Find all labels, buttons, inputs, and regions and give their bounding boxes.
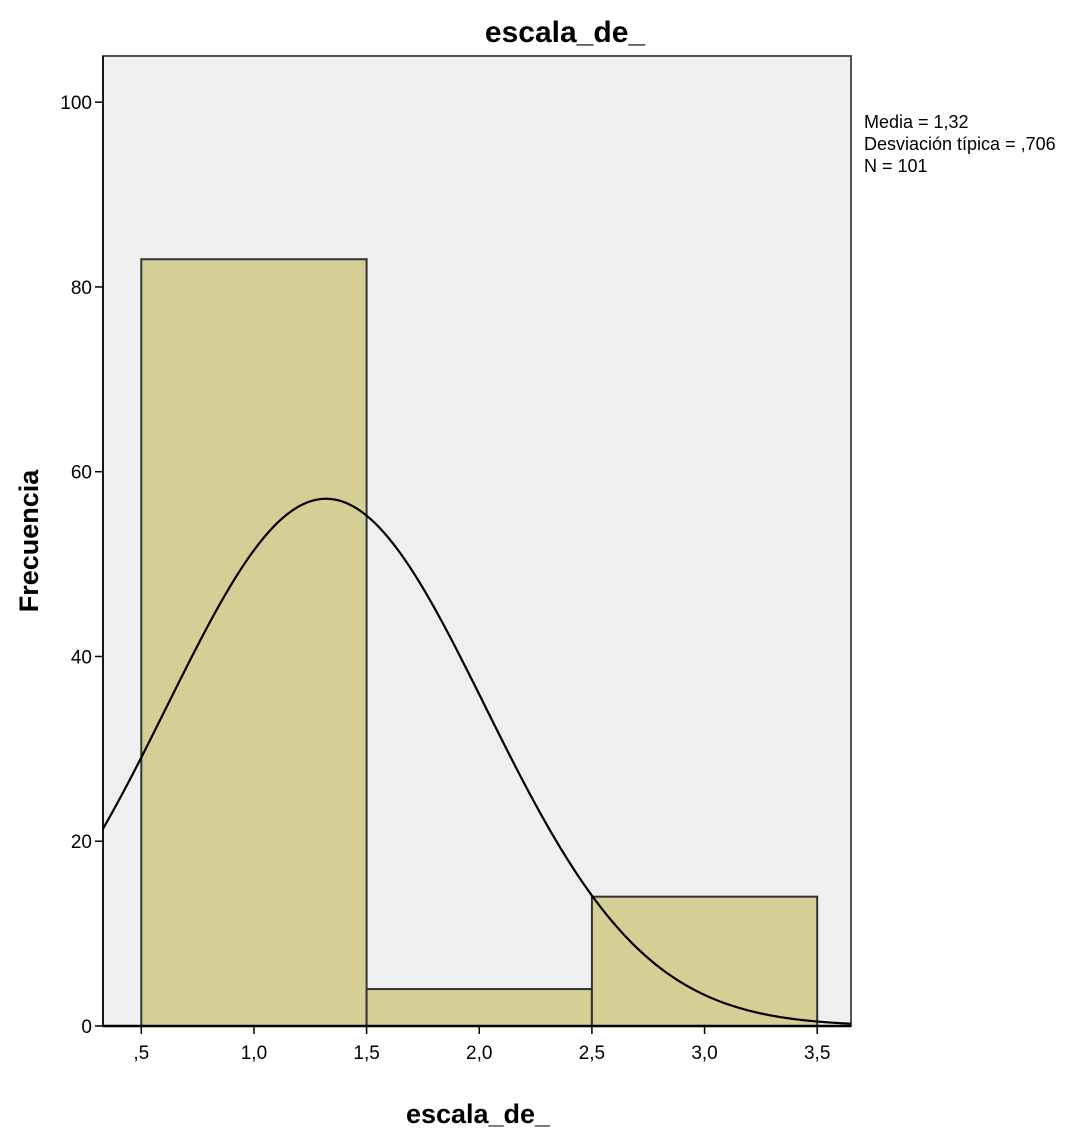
x-tick-label-4: 2,5 [579,1043,605,1064]
x-axis-title: escala_de_ [406,1099,551,1129]
chart-title: escala_de_ [485,16,645,49]
x-tick-label-0: ,5 [133,1043,149,1064]
histogram-bar-1 [140,258,368,1027]
normal-curve [102,497,852,1025]
x-tick-label-1: 1,0 [241,1043,267,1064]
stats-std-dev: Desviación típica = ,706 [864,134,1056,154]
stats-mean: Media = 1,32 [864,112,969,132]
y-axis-title: Frecuencia [14,469,44,613]
x-tick-label-2: 1,5 [353,1043,379,1064]
y-tick-label-1: 20 [71,832,92,853]
y-tick-label-4: 80 [71,278,92,299]
x-tick-label-6: 3,5 [804,1043,830,1064]
stats-legend: Media = 1,32 Desviación típica = ,706 N … [864,112,1056,176]
stats-n: N = 101 [864,156,928,176]
y-ticks-group: 0 20 40 60 80 100 [60,93,103,1038]
y-tick-label-5: 100 [60,93,92,114]
histogram-bar-3 [590,895,819,1028]
histogram-bar-2 [365,988,593,1027]
x-tick-label-3: 2,0 [466,1043,492,1064]
x-tick-label-5: 3,0 [691,1043,717,1064]
bars-group [140,258,819,1028]
y-tick-label-3: 60 [71,463,92,484]
y-tick-label-0: 0 [81,1017,92,1038]
x-ticks-group: ,5 1,0 1,5 2,0 2,5 3,0 3,5 [133,1026,830,1064]
y-tick-label-2: 40 [71,647,92,668]
